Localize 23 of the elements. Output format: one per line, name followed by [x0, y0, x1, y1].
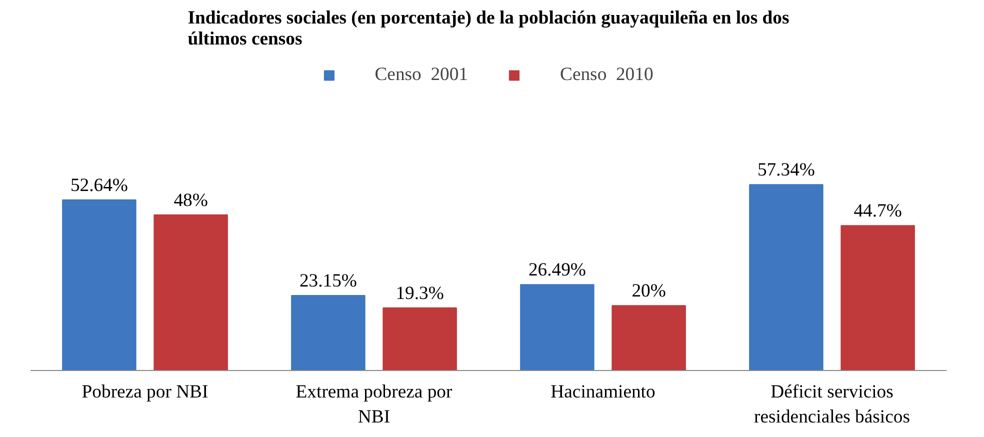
data-label: 26.49%: [528, 260, 586, 281]
x-tick-label: Extrema pobreza por NBI: [296, 382, 453, 428]
chart-title: Indicadores sociales (en porcentaje) de la población guayaquileña en los dos últimos censos: [188, 8, 790, 50]
bar: [62, 199, 136, 370]
data-label: 52.64%: [70, 174, 128, 196]
bar: [612, 305, 686, 370]
bar: [154, 214, 228, 370]
data-label: 19.3%: [396, 282, 444, 304]
data-label: 57.34%: [757, 160, 815, 181]
data-label: 23.15%: [299, 270, 357, 292]
data-label: 20%: [632, 280, 666, 302]
x-tick-label: Hacinamiento: [550, 382, 656, 402]
data-label: 48%: [174, 190, 208, 211]
data-label: 44.7%: [854, 200, 902, 222]
bar: [840, 225, 915, 370]
legend-label: Censo 2001: [374, 64, 468, 86]
bar: [520, 284, 594, 370]
bar: [291, 294, 366, 370]
bar: [749, 184, 824, 370]
bar: [382, 307, 457, 370]
legend-label: Censo 2010: [560, 64, 654, 86]
x-tick-label: Pobreza por NBI: [82, 382, 208, 402]
x-tick-label: Déficit servicios residenciales básicos: [754, 382, 910, 428]
